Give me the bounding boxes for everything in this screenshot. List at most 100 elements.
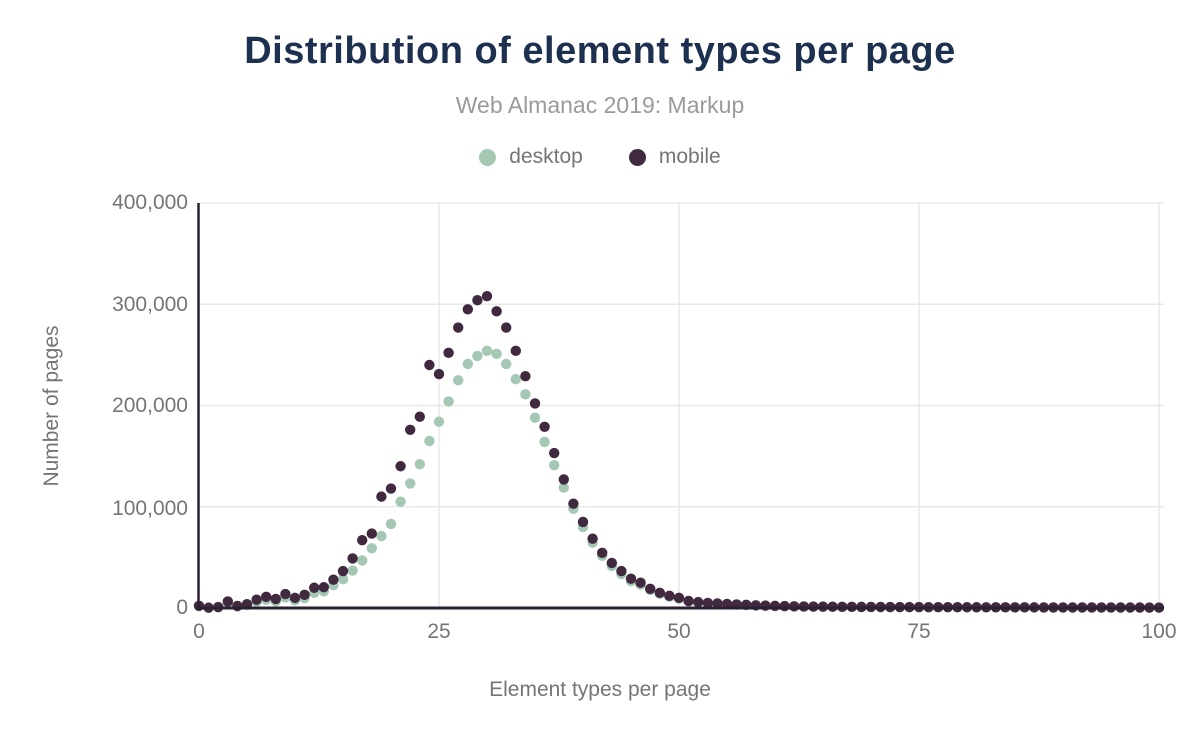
scatter-point-mobile xyxy=(673,592,685,604)
scatter-point-mobile xyxy=(702,597,713,609)
x-axis-title: Element types per page xyxy=(489,678,711,701)
x-tick-label: 75 xyxy=(907,620,931,643)
scatter-point-mobile xyxy=(597,547,608,559)
scatter-point-mobile xyxy=(443,347,454,359)
scatter-point-mobile xyxy=(587,533,598,544)
scatter-point-mobile xyxy=(549,447,560,459)
scatter-point-mobile xyxy=(683,595,694,607)
scatter-point-mobile xyxy=(645,583,656,594)
scatter-point-mobile xyxy=(261,591,272,603)
scatter-point-mobile xyxy=(376,491,387,502)
scatter-point-desktop xyxy=(558,482,569,493)
scatter-point-mobile xyxy=(299,589,310,601)
scatter-point-mobile xyxy=(558,474,569,485)
scatter-point-desktop xyxy=(366,543,377,554)
scatter-point-mobile xyxy=(357,534,368,546)
scatter-point-desktop xyxy=(491,348,502,360)
scatter-point-mobile xyxy=(433,368,445,380)
x-tick-label: 0 xyxy=(193,620,205,643)
scatter-point-desktop xyxy=(424,435,435,447)
scatter-point-desktop xyxy=(529,412,541,423)
scatter-point-mobile xyxy=(779,600,790,612)
scatter-point-desktop xyxy=(433,416,445,427)
scatter-point-mobile xyxy=(712,598,723,609)
scatter-point-mobile xyxy=(625,573,637,584)
y-tick-label: 200,000 xyxy=(112,394,188,417)
scatter-point-mobile xyxy=(635,577,646,588)
scatter-point-mobile xyxy=(539,421,550,432)
legend-item-desktop: desktop xyxy=(479,145,583,169)
scatter-point-mobile xyxy=(520,370,531,382)
scatter-point-mobile xyxy=(462,304,473,315)
x-tick-label: 25 xyxy=(427,620,451,643)
scatter-point-mobile xyxy=(693,596,704,608)
y-tick-label: 400,000 xyxy=(112,191,188,214)
scatter-point-mobile xyxy=(280,588,291,600)
scatter-point-mobile xyxy=(491,306,502,317)
scatter-point-desktop xyxy=(539,436,550,448)
scatter-point-mobile xyxy=(789,601,800,612)
scatter-point-desktop xyxy=(462,358,473,370)
scatter-point-desktop xyxy=(357,555,368,566)
scatter-point-mobile xyxy=(453,322,464,333)
chart-subtitle: Web Almanac 2019: Markup xyxy=(455,92,745,118)
scatter-point-mobile xyxy=(577,516,589,528)
legend-label-mobile: mobile xyxy=(658,145,721,168)
scatter-point-mobile xyxy=(606,557,617,569)
scatter-point-mobile xyxy=(366,528,377,539)
scatter-point-mobile xyxy=(654,587,665,599)
scatter-point-mobile xyxy=(568,498,579,509)
scatter-point-mobile xyxy=(664,590,675,602)
scatter-point-mobile xyxy=(232,600,243,612)
scatter-point-mobile xyxy=(481,290,493,302)
scatter-point-mobile xyxy=(222,596,233,607)
chart-title: Distribution of element types per page xyxy=(244,30,956,72)
legend: desktop mobile xyxy=(0,144,1200,170)
scatter-point-desktop xyxy=(347,565,358,576)
scatter-point-mobile xyxy=(616,565,627,577)
scatter-point-desktop xyxy=(385,518,397,530)
scatter-point-mobile xyxy=(270,593,281,605)
y-tick-label: 300,000 xyxy=(112,293,188,316)
scatter-point-mobile xyxy=(798,601,809,612)
scatter-point-mobile xyxy=(510,345,521,357)
scatter-point-mobile xyxy=(385,483,397,494)
scatter-point-mobile xyxy=(318,582,329,593)
y-tick-label: 0 xyxy=(176,596,188,619)
scatter-point-mobile xyxy=(424,359,435,371)
scatter-point-mobile xyxy=(769,600,781,612)
scatter-point-mobile xyxy=(501,322,512,333)
scatter-point-desktop xyxy=(405,478,416,489)
scatter-point-desktop xyxy=(520,389,531,400)
scatter-point-mobile xyxy=(347,553,358,564)
scatter-point-mobile xyxy=(529,398,541,409)
scatter-point-desktop xyxy=(337,573,349,585)
scatter-point-mobile xyxy=(289,592,301,604)
scatter-point-desktop xyxy=(414,459,425,470)
scatter-point-mobile xyxy=(251,594,262,605)
scatter-point-desktop xyxy=(501,358,512,370)
scatter-point-mobile xyxy=(309,582,320,593)
scatter-point-desktop xyxy=(549,460,560,471)
mobile-legend-dot-icon xyxy=(628,148,646,166)
scatter-point-mobile xyxy=(395,461,406,472)
legend-item-mobile: mobile xyxy=(628,145,721,169)
scatter-point-mobile xyxy=(337,565,349,577)
scatter-point-desktop xyxy=(481,345,493,357)
scatter-point-desktop xyxy=(472,350,483,362)
y-tick-label: 100,000 xyxy=(112,497,188,520)
scatter-point-mobile xyxy=(405,424,416,435)
scatter-point-mobile xyxy=(328,574,339,585)
scatter-point-mobile xyxy=(472,295,483,306)
x-tick-label: 50 xyxy=(667,620,691,643)
scatter-point-desktop xyxy=(453,374,464,386)
scatter-point-desktop xyxy=(510,373,521,385)
scatter-point-desktop xyxy=(376,530,387,542)
scatter-point-desktop xyxy=(443,396,454,407)
scatter-point-desktop xyxy=(395,496,406,507)
x-tick-label: 100 xyxy=(1141,620,1177,643)
desktop-legend-dot-icon xyxy=(479,148,497,166)
legend-label-desktop: desktop xyxy=(509,145,583,168)
